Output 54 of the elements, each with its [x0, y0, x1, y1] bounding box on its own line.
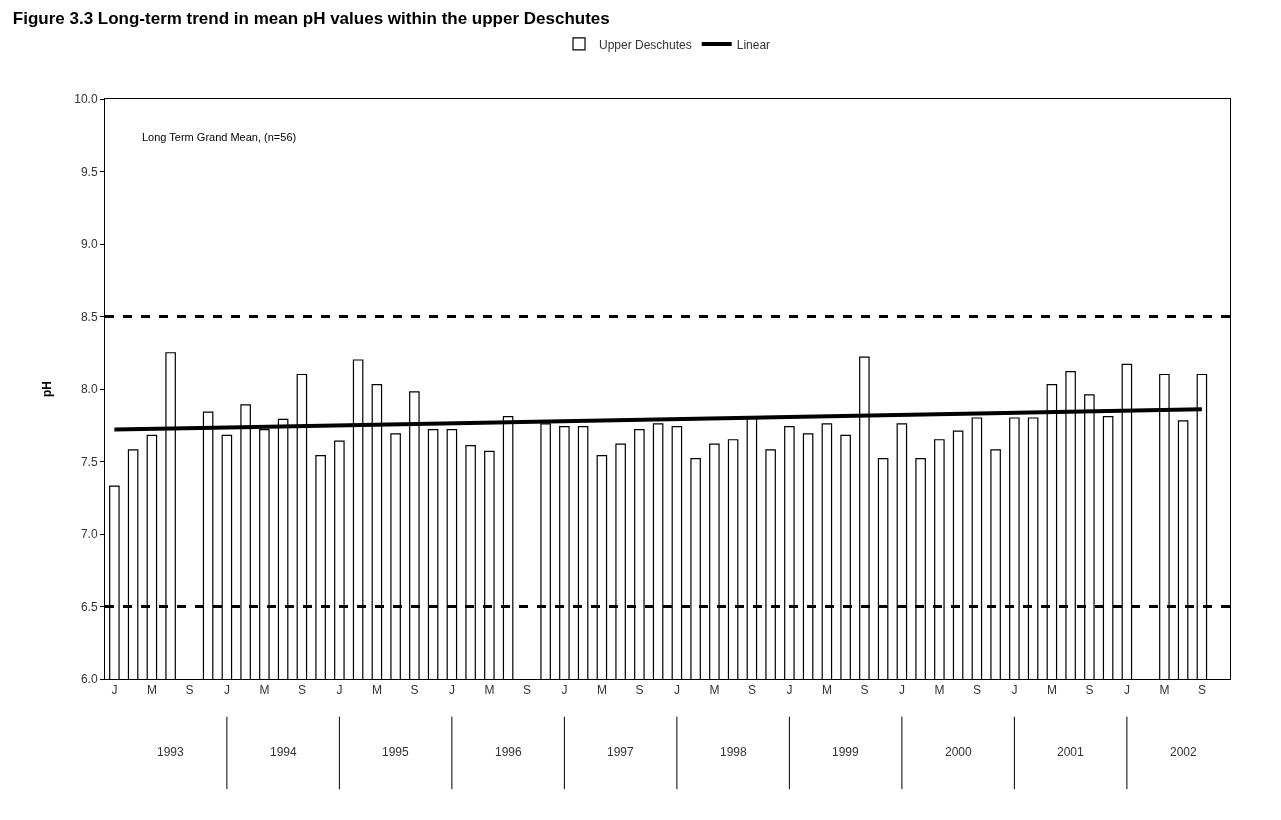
x-tick-label: S: [635, 683, 644, 698]
x-tick-label: J: [223, 683, 230, 698]
text: 1994: [270, 745, 298, 759]
text: 2000: [945, 745, 973, 759]
y-tick-label: 8.0: [80, 382, 98, 397]
x-tick-label: S: [1197, 683, 1206, 698]
x-tick-label: M: [484, 683, 495, 698]
text: 1998: [720, 745, 748, 759]
y-tick-label: 7.5: [80, 454, 98, 469]
x-tick-label: S: [1085, 683, 1094, 698]
text: 2001: [1057, 745, 1085, 759]
text: 1999: [832, 745, 860, 759]
x-tick-label: M: [371, 683, 382, 698]
x-tick-label: S: [522, 683, 531, 698]
y-tick-label: 9.0: [80, 237, 98, 252]
text: 2002: [1170, 745, 1198, 759]
y-tick-label: 6.0: [80, 672, 98, 687]
y-tick-label: 8.5: [80, 309, 98, 324]
x-tick-label: J: [1123, 683, 1130, 698]
y-tick-label: 7.0: [80, 527, 98, 542]
x-tick-label: J: [111, 683, 118, 698]
x-tick-label: M: [1046, 683, 1057, 698]
text: 1996: [495, 745, 523, 759]
x-tick-label: S: [185, 683, 194, 698]
x-tick-label: M: [1159, 683, 1170, 698]
annotation: Long Term Grand Mean, (n=56): [142, 131, 297, 143]
x-tick-label: J: [336, 683, 343, 698]
y-tick-label: 9.5: [80, 164, 98, 179]
x-tick-label: J: [448, 683, 455, 698]
text: 1997: [607, 745, 635, 759]
text: 1995: [382, 745, 410, 759]
x-tick-label: M: [259, 683, 270, 698]
y-axis-title: pH: [39, 381, 54, 397]
y-tick-label: 6.5: [80, 599, 98, 614]
y-tick-label: 10.0: [74, 92, 98, 107]
x-tick-label: M: [709, 683, 720, 698]
x-tick-label: S: [860, 683, 869, 698]
x-tick-label: M: [596, 683, 607, 698]
text: 1993: [157, 745, 185, 759]
x-tick-label: J: [786, 683, 793, 698]
x-tick-label: J: [561, 683, 568, 698]
x-tick-label: J: [898, 683, 905, 698]
x-tick-label: S: [972, 683, 981, 698]
x-tick-label: S: [297, 683, 306, 698]
x-tick-label: J: [1011, 683, 1018, 698]
x-tick-label: S: [747, 683, 756, 698]
x-tick-label: M: [146, 683, 157, 698]
chart-title: Figure 3.3 Long-term trend in mean pH values within the upper Deschutes: [12, 9, 610, 29]
legend-label: Linear: [736, 37, 771, 52]
x-tick-label: S: [410, 683, 419, 698]
x-tick-label: J: [673, 683, 680, 698]
x-tick-label: M: [934, 683, 945, 698]
legend-label: Upper Deschutes: [599, 37, 692, 52]
x-tick-label: M: [821, 683, 832, 698]
